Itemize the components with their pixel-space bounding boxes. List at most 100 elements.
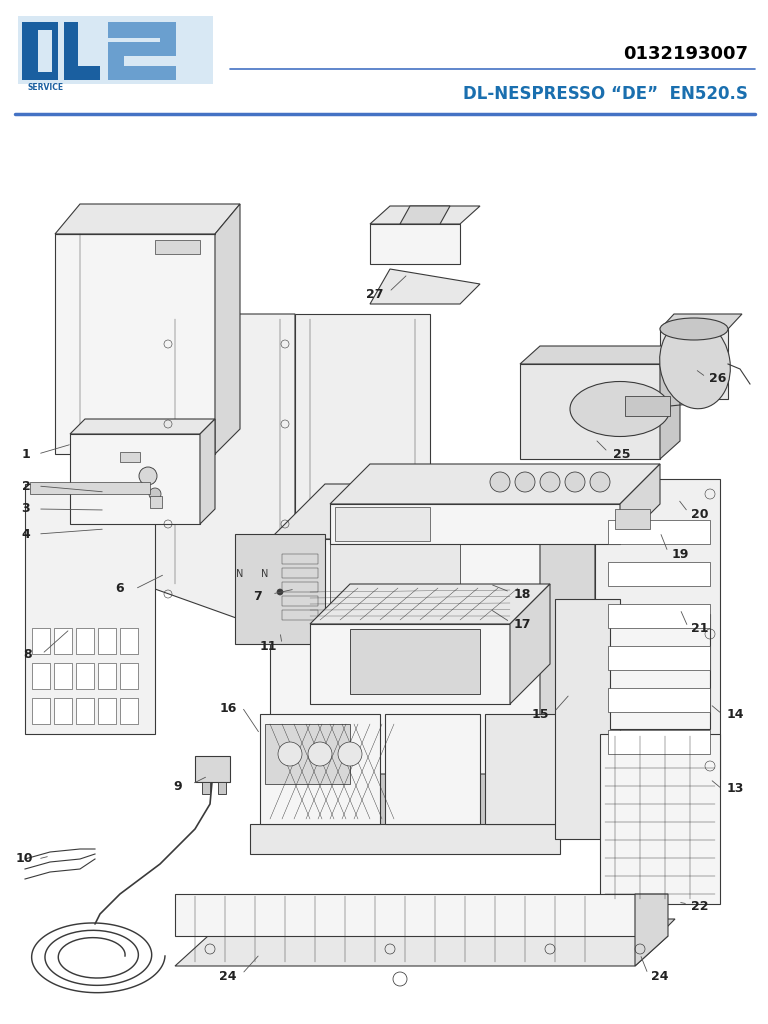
FancyBboxPatch shape xyxy=(18,16,213,84)
Polygon shape xyxy=(520,346,680,364)
Polygon shape xyxy=(64,66,100,80)
Polygon shape xyxy=(215,204,240,454)
Text: N: N xyxy=(261,569,269,579)
Text: 27: 27 xyxy=(366,288,384,300)
Text: 22: 22 xyxy=(691,899,709,912)
Polygon shape xyxy=(510,584,550,705)
Polygon shape xyxy=(370,206,480,224)
Text: 8: 8 xyxy=(24,647,32,660)
Polygon shape xyxy=(175,936,668,966)
Polygon shape xyxy=(70,434,200,524)
Polygon shape xyxy=(310,624,510,705)
Polygon shape xyxy=(282,568,318,578)
Ellipse shape xyxy=(570,382,670,436)
Polygon shape xyxy=(76,663,94,689)
Polygon shape xyxy=(120,452,140,462)
Polygon shape xyxy=(350,652,365,674)
Polygon shape xyxy=(108,22,176,38)
Polygon shape xyxy=(38,30,52,72)
Text: 7: 7 xyxy=(253,590,263,602)
Polygon shape xyxy=(218,782,226,794)
Polygon shape xyxy=(22,22,58,80)
Polygon shape xyxy=(555,599,620,839)
Text: 24: 24 xyxy=(651,970,669,982)
Polygon shape xyxy=(98,663,116,689)
Polygon shape xyxy=(635,894,668,966)
Circle shape xyxy=(490,472,510,492)
Polygon shape xyxy=(600,734,720,904)
Polygon shape xyxy=(108,42,176,56)
Polygon shape xyxy=(370,269,480,304)
Polygon shape xyxy=(282,596,318,606)
Polygon shape xyxy=(55,234,215,454)
Polygon shape xyxy=(64,22,78,80)
Polygon shape xyxy=(280,544,320,624)
Polygon shape xyxy=(30,482,150,494)
Polygon shape xyxy=(175,894,635,936)
Polygon shape xyxy=(155,314,295,639)
Polygon shape xyxy=(260,714,380,824)
Polygon shape xyxy=(330,544,460,654)
Polygon shape xyxy=(235,534,325,644)
Text: 19: 19 xyxy=(671,548,689,560)
Text: 10: 10 xyxy=(15,853,33,865)
Text: 14: 14 xyxy=(727,708,743,721)
Polygon shape xyxy=(76,698,94,724)
Polygon shape xyxy=(265,724,350,784)
Polygon shape xyxy=(330,504,620,544)
Circle shape xyxy=(338,742,362,766)
Polygon shape xyxy=(370,224,460,264)
Polygon shape xyxy=(625,396,670,416)
Polygon shape xyxy=(608,688,710,712)
Circle shape xyxy=(540,472,560,492)
Polygon shape xyxy=(270,484,595,539)
Polygon shape xyxy=(485,714,560,824)
Polygon shape xyxy=(54,663,72,689)
Polygon shape xyxy=(155,240,200,254)
Circle shape xyxy=(590,472,610,492)
Polygon shape xyxy=(160,38,176,54)
Polygon shape xyxy=(120,698,138,724)
Circle shape xyxy=(278,742,302,766)
Polygon shape xyxy=(520,364,660,459)
Text: 2: 2 xyxy=(22,479,31,493)
Text: 24: 24 xyxy=(219,970,237,982)
Polygon shape xyxy=(282,582,318,592)
Polygon shape xyxy=(400,206,450,224)
Polygon shape xyxy=(270,539,540,829)
Polygon shape xyxy=(660,329,728,399)
Polygon shape xyxy=(350,629,480,694)
Polygon shape xyxy=(335,507,430,541)
Polygon shape xyxy=(32,663,50,689)
Polygon shape xyxy=(608,562,710,586)
Polygon shape xyxy=(98,698,116,724)
Circle shape xyxy=(565,472,585,492)
Polygon shape xyxy=(120,663,138,689)
Polygon shape xyxy=(54,628,72,654)
Polygon shape xyxy=(608,520,710,544)
Text: 1: 1 xyxy=(22,447,31,461)
Text: 17: 17 xyxy=(513,617,531,631)
Polygon shape xyxy=(270,774,595,829)
Polygon shape xyxy=(108,66,176,80)
Polygon shape xyxy=(250,824,560,854)
Polygon shape xyxy=(390,652,405,674)
Ellipse shape xyxy=(660,318,728,340)
Polygon shape xyxy=(195,756,230,782)
Polygon shape xyxy=(282,554,318,564)
Text: 4: 4 xyxy=(22,527,31,541)
Polygon shape xyxy=(608,646,710,670)
Polygon shape xyxy=(590,899,660,934)
Polygon shape xyxy=(330,464,660,504)
Polygon shape xyxy=(595,479,720,779)
Polygon shape xyxy=(608,730,710,754)
Polygon shape xyxy=(540,484,595,829)
Text: 6: 6 xyxy=(116,583,124,596)
Text: 11: 11 xyxy=(260,640,276,652)
Polygon shape xyxy=(660,314,742,329)
Text: DL-NESPRESSO “DE”  EN520.S: DL-NESPRESSO “DE” EN520.S xyxy=(463,85,748,103)
Text: 9: 9 xyxy=(174,779,182,793)
Polygon shape xyxy=(295,314,430,639)
Polygon shape xyxy=(54,698,72,724)
Polygon shape xyxy=(25,484,155,734)
